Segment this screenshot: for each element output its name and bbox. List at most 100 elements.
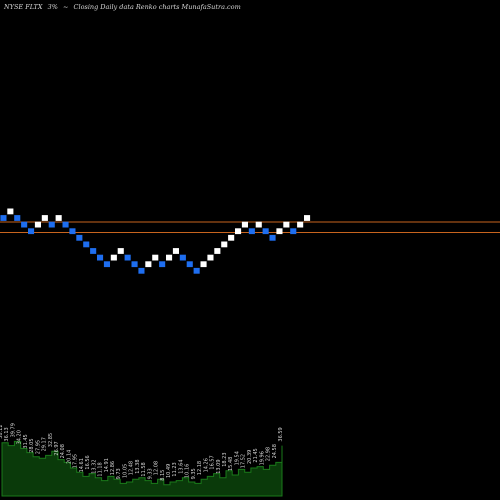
volume-label: 8.15: [160, 470, 166, 481]
volume-label: 9.35: [191, 468, 197, 479]
volume-label: 36.13: [4, 427, 10, 441]
up-brick: [235, 228, 242, 235]
volume-label: 19.54: [234, 451, 240, 465]
volume-label: 22.98: [266, 447, 272, 461]
up-brick: [34, 221, 41, 228]
volume-label: 36.59: [278, 427, 284, 441]
volume-label: 9.33: [147, 468, 153, 479]
renko-bricks: [0, 208, 311, 274]
up-brick: [214, 248, 221, 254]
volume-label: 10.05: [122, 464, 128, 478]
volume-label: 12.48: [129, 461, 135, 475]
down-brick: [103, 261, 110, 268]
volume-label: 10.16: [185, 464, 191, 478]
up-brick: [110, 254, 117, 261]
volume-label: 20.14: [66, 450, 72, 464]
volume-label: 16.57: [210, 455, 216, 469]
volume-label: 11.58: [141, 462, 147, 476]
chart-caption: Closing Daily data Renko charts MunafaSu…: [73, 3, 241, 11]
down-brick: [21, 221, 28, 228]
up-brick: [41, 215, 48, 221]
down-brick: [83, 241, 90, 248]
volume-label: 38.12: [0, 424, 4, 438]
volume-label: 27.95: [35, 440, 41, 454]
volume-label: 12.86: [110, 461, 116, 475]
volume-label: 26.97: [54, 441, 60, 455]
down-brick: [179, 254, 186, 261]
up-brick: [297, 221, 304, 228]
up-brick: [221, 241, 228, 248]
down-brick: [138, 267, 145, 274]
down-brick: [193, 267, 200, 274]
change-label: 3%: [47, 3, 58, 11]
volume-label: 11.18: [98, 462, 104, 476]
up-brick: [172, 248, 179, 254]
up-brick: [145, 261, 152, 268]
volume-area: [1, 440, 283, 497]
volume-label: 13.09: [216, 459, 222, 473]
down-brick: [90, 248, 97, 254]
down-brick: [69, 228, 76, 235]
volume-labels: 38.12 36.13 39.79 34.20 31.45 28.05 27.95 29.17…: [0, 423, 284, 481]
up-brick: [207, 254, 214, 261]
volume-label: 29.17: [42, 437, 48, 451]
down-brick: [28, 228, 35, 235]
chart-header: NYSE FLTX 3% ~ Closing Daily data Renko …: [4, 3, 244, 11]
up-brick: [55, 215, 62, 221]
up-brick: [166, 254, 173, 261]
up-brick: [304, 215, 311, 221]
volume-label: 14.26: [203, 458, 209, 472]
volume-label: 31.45: [23, 434, 29, 448]
down-brick: [97, 254, 104, 261]
down-brick: [262, 228, 269, 235]
down-brick: [159, 261, 166, 268]
down-brick: [62, 221, 69, 228]
volume-label: 34.20: [17, 430, 23, 444]
up-brick: [228, 234, 235, 241]
down-brick: [124, 254, 131, 261]
down-brick: [248, 228, 255, 235]
volume-label: 13.64: [178, 459, 184, 473]
volume-label: 14.91: [104, 458, 110, 472]
up-brick: [200, 261, 207, 268]
down-brick: [14, 215, 21, 221]
up-brick: [152, 254, 159, 261]
volume-label: 21.45: [253, 448, 259, 462]
volume-label: 12.08: [154, 461, 160, 475]
trend-arrow-icon: ~: [62, 3, 69, 11]
up-brick: [7, 208, 14, 215]
volume-label: 9.73: [116, 468, 122, 479]
volume-label: 39.79: [10, 423, 16, 437]
up-brick: [255, 221, 262, 228]
volume-label: 14.61: [79, 458, 85, 472]
volume-label: 18.23: [222, 452, 228, 466]
volume-label: 16.56: [85, 455, 91, 469]
volume-label: 11.23: [172, 462, 178, 476]
down-brick: [269, 234, 276, 241]
volume-label: 13.38: [135, 459, 141, 473]
volume-label: 28.05: [29, 438, 35, 452]
down-brick: [131, 261, 138, 268]
volume-label: 19.96: [259, 451, 265, 465]
down-brick: [76, 234, 83, 241]
down-brick: [48, 221, 55, 228]
volume-label: 20.39: [247, 450, 253, 464]
volume-label: 32.85: [48, 433, 54, 447]
up-brick: [117, 248, 124, 254]
volume-label: 17.95: [73, 454, 79, 468]
volume-label: 15.48: [228, 457, 234, 471]
volume-label: 17.52: [241, 454, 247, 468]
volume-label: 12.18: [197, 461, 203, 475]
down-brick: [290, 228, 297, 235]
volume-label: 24.08: [60, 444, 66, 458]
volume-label: 13.32: [91, 459, 97, 473]
volume-label: 24.58: [272, 444, 278, 458]
up-brick: [276, 228, 283, 235]
ticker-label: NYSE FLTX: [4, 3, 43, 11]
up-brick: [283, 221, 290, 228]
down-brick: [186, 261, 193, 268]
up-brick: [241, 221, 248, 228]
volume-label: 10.49: [166, 464, 172, 478]
down-brick: [0, 215, 7, 221]
